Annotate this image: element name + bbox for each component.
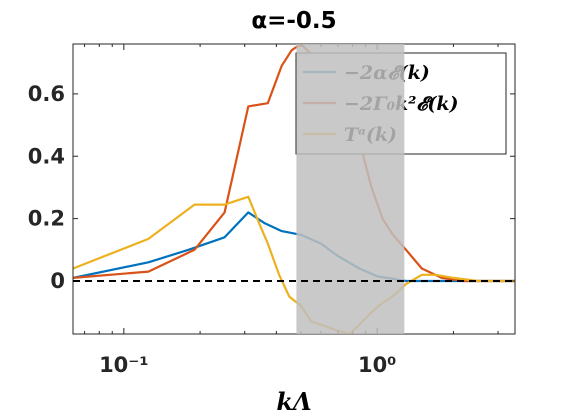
x-axis-label: kΛ: [276, 387, 311, 416]
x-tick-label: 10⁻¹: [99, 353, 149, 377]
y-tick-label: 0.4: [28, 144, 65, 168]
chart-title: α=-0.5: [251, 8, 336, 34]
y-tick-label: 0.2: [28, 207, 65, 231]
shaded-region: [296, 44, 405, 334]
y-tick-label: 0: [50, 269, 65, 293]
x-tick-label: 10⁰: [358, 353, 396, 377]
plot-frame: [72, 43, 516, 335]
y-tick-label: 0.6: [28, 82, 65, 106]
